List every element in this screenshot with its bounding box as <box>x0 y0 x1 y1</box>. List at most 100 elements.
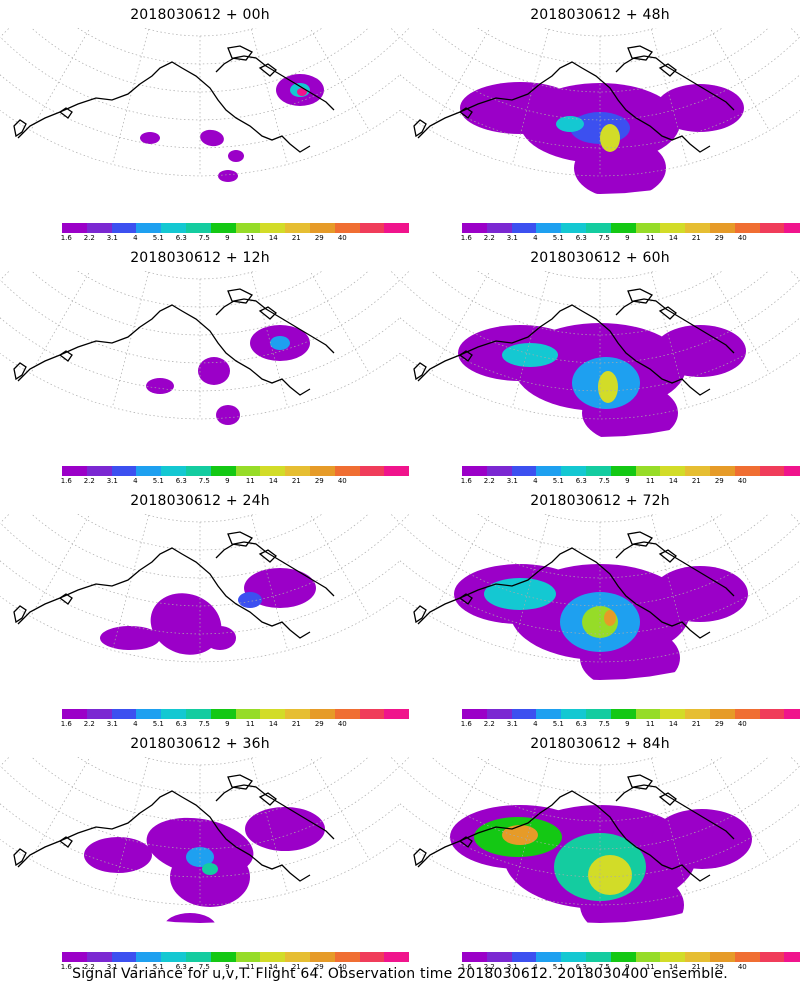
forecast-panel: 2018030612 + 00h 1.6 2.2 3.1 4 5.1 6.3 7.5 9 11 14… <box>0 0 410 243</box>
colorbar-swatch <box>136 466 162 476</box>
longitude-line <box>790 757 800 767</box>
colorbar-label: 1.6 <box>460 963 472 971</box>
colorbar-swatch <box>462 223 487 233</box>
colorbar-swatch <box>111 223 137 233</box>
colorbar-swatch <box>486 952 512 962</box>
latitude-line <box>431 28 769 93</box>
colorbar-label: 11 <box>245 963 255 971</box>
colorbar-label: 14 <box>268 720 278 728</box>
colorbar-label: 2.2 <box>483 477 495 485</box>
colorbar-label: 2.2 <box>483 234 495 242</box>
latitude-line <box>477 514 723 551</box>
colorbar-swatch <box>111 952 137 962</box>
colorbar-label: 5.1 <box>552 963 564 971</box>
colorbar-label: 11 <box>245 234 255 242</box>
colorbar-label: 29 <box>314 720 324 728</box>
colorbar-label: 40 <box>337 477 347 485</box>
variance-patch <box>132 439 152 441</box>
colorbar-label: 14 <box>668 963 678 971</box>
colorbar-swatch <box>210 709 236 719</box>
longitude-line <box>511 758 549 894</box>
colorbar-label: 3.1 <box>106 720 118 728</box>
polar-map <box>0 28 400 182</box>
colorbar: 1.6 2.2 3.1 4 5.1 6.3 7.5 9 11 14 21 29 40 <box>461 466 800 486</box>
colorbar-label: 7.5 <box>198 477 210 485</box>
colorbar-label: 5.1 <box>152 720 164 728</box>
polar-map <box>0 271 400 441</box>
colorbar-swatch <box>536 709 562 719</box>
colorbar-labels: 1.6 2.2 3.1 4 5.1 6.3 7.5 9 11 14 21 29 40 <box>61 476 360 486</box>
coastline-segment <box>417 547 711 639</box>
coastline-segment <box>458 593 473 605</box>
coastline-segment <box>413 848 427 867</box>
colorbar-labels: 1.6 2.2 3.1 4 5.1 6.3 7.5 9 11 14 21 29 40 <box>460 962 760 972</box>
colorbar-label: 29 <box>714 963 724 971</box>
colorbar-label: 7.5 <box>598 720 610 728</box>
colorbar-label: 9 <box>625 234 630 242</box>
colorbar-labels: 1.6 2.2 3.1 4 5.1 6.3 7.5 9 11 14 21 29 40 <box>61 233 360 243</box>
latitude-line <box>31 271 369 336</box>
colorbar-label: 11 <box>245 477 255 485</box>
colorbar-swatch <box>709 466 735 476</box>
variance-patch <box>238 592 262 608</box>
longitude-line <box>400 271 410 281</box>
colorbar-swatch <box>685 709 710 719</box>
colorbar-swatch <box>734 466 760 476</box>
colorbar-swatch <box>635 223 661 233</box>
coastline-segment <box>658 306 677 320</box>
colorbar: 1.6 2.2 3.1 4 5.1 6.3 7.5 9 11 14 21 29 40 <box>61 709 410 729</box>
colorbar-label: 7.5 <box>198 234 210 242</box>
coastline-segment <box>13 362 27 381</box>
colorbar-swatch <box>185 952 211 962</box>
colorbar-swatch <box>561 709 586 719</box>
colorbar-swatch <box>585 466 611 476</box>
coastlines <box>413 774 735 882</box>
colorbar-swatch <box>384 952 410 962</box>
colorbar-label: 40 <box>737 477 747 485</box>
colorbar-label: 5.1 <box>152 963 164 971</box>
colorbar-labels: 1.6 2.2 3.1 4 5.1 6.3 7.5 9 11 14 21 29 40 <box>461 719 760 729</box>
colorbar-swatch <box>235 952 261 962</box>
variance-fill-layer <box>454 564 748 680</box>
latitude-line <box>0 522 400 607</box>
colorbar-label: 9 <box>225 477 230 485</box>
colorbar: 1.6 2.2 3.1 4 5.1 6.3 7.5 9 11 14 21 29 40 <box>461 709 800 729</box>
colorbar-swatch <box>185 709 211 719</box>
colorbar-swatch <box>161 952 186 962</box>
latitude-line <box>477 271 723 308</box>
colorbar: 1.6 2.2 3.1 4 5.1 6.3 7.5 9 11 14 21 29 40 <box>61 466 410 486</box>
coastline-segment <box>58 593 73 605</box>
colorbar-swatch <box>185 223 211 233</box>
variance-patch <box>228 150 244 162</box>
longitude-line <box>430 514 491 617</box>
colorbar-swatch <box>136 223 162 233</box>
colorbar-labels: 1.6 2.2 3.1 4 5.1 6.3 7.5 9 11 14 21 29 40 <box>61 719 360 729</box>
longitude-line <box>511 29 549 165</box>
longitude-line <box>30 271 91 374</box>
longitude-line <box>709 28 770 131</box>
colorbar-swatch <box>759 709 785 719</box>
coastlines <box>413 531 735 639</box>
colorbar-swatch <box>359 466 385 476</box>
colorbar-label: 11 <box>645 963 655 971</box>
colorbar-label: 9 <box>225 234 230 242</box>
colorbar-label: 29 <box>314 963 324 971</box>
variance-patch <box>244 568 316 608</box>
coastline-segment <box>227 45 253 61</box>
colorbar-label: 5.1 <box>552 477 564 485</box>
colorbar-label: 3.1 <box>106 234 118 242</box>
forecast-panel: 2018030612 + 24h 1.6 2.2 3.1 4 5.1 6.3 7.5 9 11 14… <box>0 486 410 729</box>
colorbar-label: 4 <box>533 234 538 242</box>
longitude-line <box>0 28 10 38</box>
latitude-line <box>477 28 723 65</box>
longitude-line <box>111 758 149 894</box>
colorbar: 1.6 2.2 3.1 4 5.1 6.3 7.5 9 11 14 21 29 40 <box>61 952 410 972</box>
longitude-line <box>390 514 400 524</box>
colorbar-swatch <box>111 466 137 476</box>
forecast-panel: 2018030612 + 48h 1.6 2.2 3.1 4 5.1 6.3 7.5 9 11 14… <box>400 0 800 243</box>
latitude-line <box>400 74 800 149</box>
colorbar-swatch <box>235 709 261 719</box>
colorbar-label: 3.1 <box>506 234 518 242</box>
colorbar-swatch <box>334 223 360 233</box>
latitude-line <box>77 28 323 65</box>
